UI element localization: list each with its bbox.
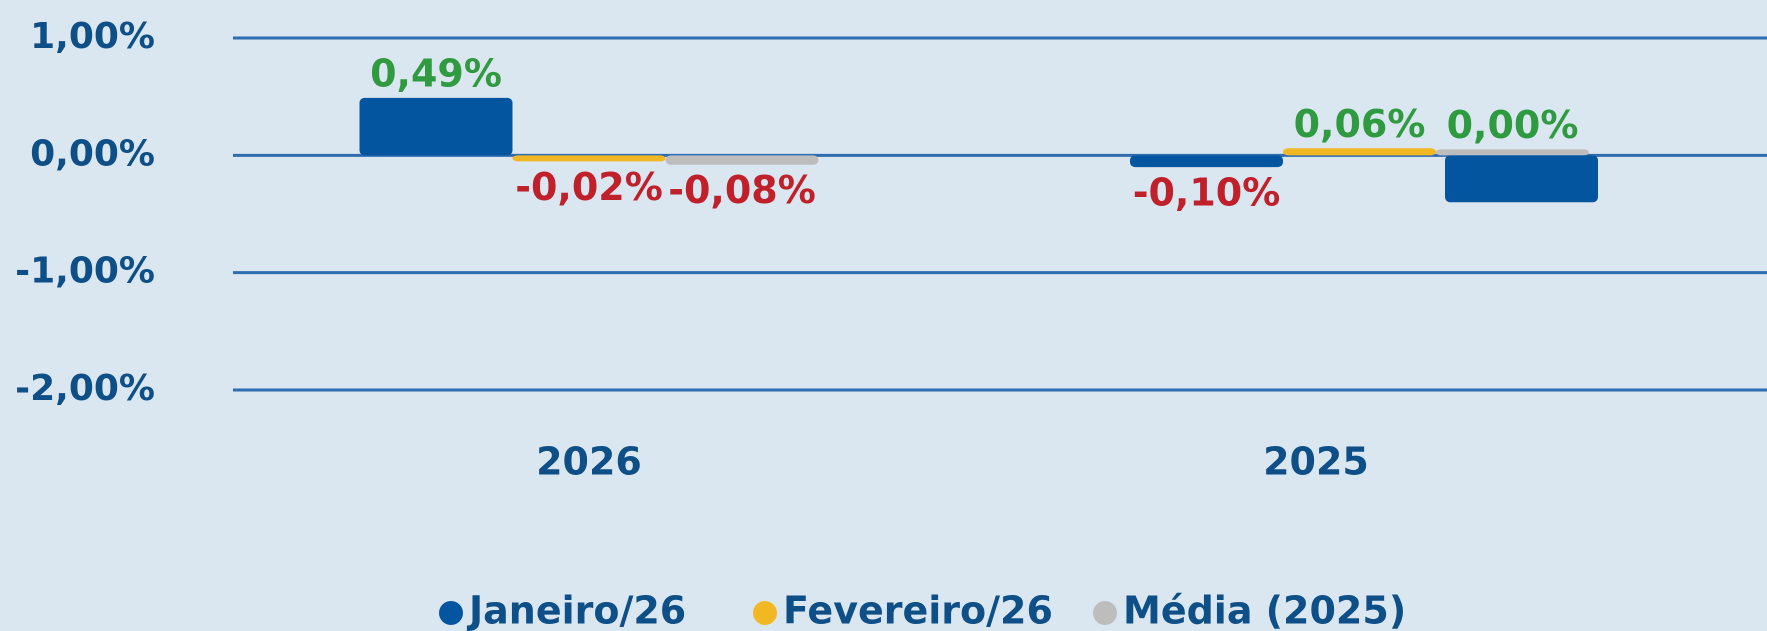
bar (359, 97, 513, 156)
y-tick-label: 0,00% (30, 133, 155, 174)
legend-label: Média (2025) (1123, 589, 1406, 631)
bar (1130, 155, 1283, 168)
data-label: -0,08% (668, 168, 816, 212)
bar (665, 155, 819, 165)
y-tick-label: -2,00% (15, 368, 155, 409)
data-label: 0,49% (370, 51, 502, 95)
y-tick-label: 1,00% (30, 16, 155, 57)
legend-label: Fevereiro/26 (783, 589, 1053, 631)
bar (512, 155, 666, 162)
data-label: 0,06% (1294, 102, 1426, 146)
data-label: -0,02% (515, 165, 663, 209)
legend-marker (753, 601, 777, 625)
data-label: -0,10% (1133, 171, 1281, 215)
bar (1283, 148, 1436, 156)
bar (1445, 155, 1598, 203)
legend-marker (1093, 601, 1117, 625)
y-tick-label: -1,00% (15, 251, 155, 292)
x-tick-label: 2026 (536, 440, 642, 484)
data-label: 0,00% (1447, 103, 1579, 147)
legend-marker (439, 601, 463, 625)
bar (1436, 149, 1589, 156)
x-tick-label: 2025 (1263, 440, 1369, 484)
legend-label: Janeiro/26 (466, 589, 686, 631)
